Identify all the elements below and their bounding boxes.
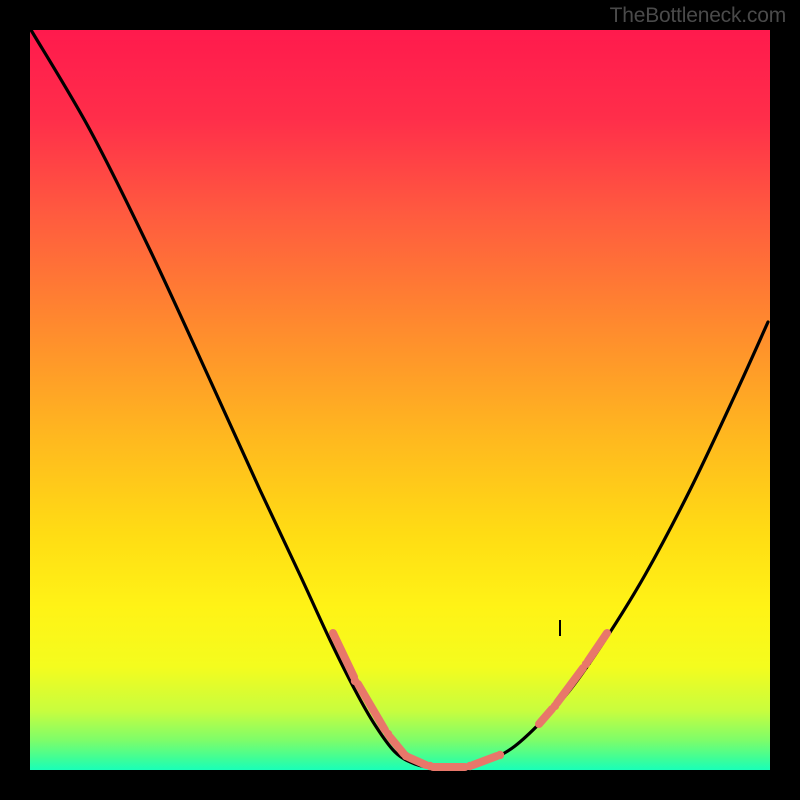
highlight-dot bbox=[551, 702, 559, 710]
highlight-dot bbox=[496, 751, 504, 759]
highlight-dot bbox=[384, 730, 392, 738]
watermark-text: TheBottleneck.com bbox=[610, 4, 786, 28]
highlight-dot bbox=[466, 762, 474, 770]
highlight-dot bbox=[582, 660, 590, 668]
chart-root: TheBottleneck.com bbox=[0, 0, 800, 800]
highlight-dot bbox=[426, 762, 434, 770]
highlight-dot bbox=[402, 752, 410, 760]
bottleneck-chart bbox=[0, 0, 800, 800]
plot-gradient-area bbox=[30, 30, 770, 770]
highlight-dot bbox=[351, 677, 359, 685]
